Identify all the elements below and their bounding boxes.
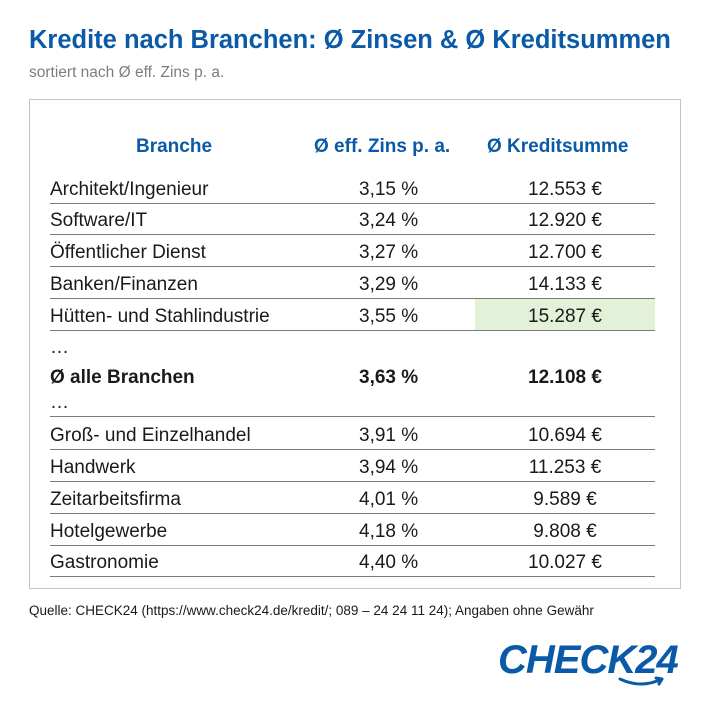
- table-frame: [29, 99, 681, 589]
- zins-cell: 3,24 %: [359, 210, 419, 231]
- kreditsumme-cell: 12.700 €: [528, 242, 602, 263]
- kreditsumme-cell: 9.589 €: [533, 489, 597, 510]
- branche-cell: Hotelgewerbe: [50, 521, 168, 542]
- table-row: Hütten- und Stahlindustrie 3,55 % 15.287…: [50, 299, 655, 331]
- kreditsumme-cell: 11.253 €: [528, 457, 602, 478]
- logo-swoosh-icon: [618, 676, 664, 686]
- kreditsumme-cell: 12.920 €: [528, 210, 602, 231]
- kreditsumme-cell-highlighted: 15.287 €: [528, 306, 602, 327]
- kreditsumme-cell: 9.808 €: [533, 521, 597, 542]
- table-row: Groß- und Einzelhandel 3,91 % 10.694 €: [50, 418, 655, 450]
- branche-cell: Öffentlicher Dienst: [50, 242, 206, 263]
- table-row-ellipsis: …: [50, 330, 655, 361]
- column-header-zins: Ø eff. Zins p. a.: [314, 136, 451, 157]
- table-row: Gastronomie 4,40 % 10.027 €: [50, 545, 655, 577]
- zins-cell: 3,94 %: [359, 457, 419, 478]
- branche-cell: Gastronomie: [50, 552, 159, 573]
- ellipsis-cell: …: [50, 337, 69, 358]
- zins-cell: 3,55 %: [359, 306, 419, 327]
- ellipsis-cell: …: [50, 392, 69, 413]
- kreditsumme-cell: 12.108 €: [528, 367, 602, 388]
- zins-cell: 4,40 %: [359, 552, 419, 573]
- branche-cell: Software/IT: [50, 210, 148, 231]
- source-note: Quelle: CHECK24 (https://www.check24.de/…: [29, 603, 594, 618]
- branche-cell: Zeitarbeitsfirma: [50, 489, 181, 510]
- zins-cell: 3,29 %: [359, 274, 419, 295]
- page-title: Kredite nach Branchen: Ø Zinsen & Ø Kred…: [29, 26, 671, 54]
- branche-cell: Hütten- und Stahlindustrie: [50, 306, 270, 327]
- table-row: Hotelgewerbe 4,18 % 9.808 €: [50, 514, 655, 546]
- highlight-cell-background: [475, 299, 655, 330]
- branche-cell: Handwerk: [50, 457, 136, 478]
- table-row: Handwerk 3,94 % 11.253 €: [50, 450, 655, 482]
- kreditsumme-cell: 10.694 €: [528, 425, 602, 446]
- page-subtitle: sortiert nach Ø eff. Zins p. a.: [29, 64, 225, 81]
- kreditsumme-cell: 14.133 €: [528, 274, 602, 295]
- logo-text: CHECK24: [498, 638, 679, 682]
- zins-cell: 4,18 %: [359, 521, 419, 542]
- table-row-average: Ø alle Branchen 3,63 % 12.108 €: [50, 360, 655, 391]
- branche-cell: Groß- und Einzelhandel: [50, 425, 251, 446]
- zins-cell: 3,91 %: [359, 425, 419, 446]
- table-row: Banken/Finanzen 3,29 % 14.133 €: [50, 267, 655, 299]
- zins-cell: 4,01 %: [359, 489, 419, 510]
- column-header-branche: Branche: [136, 136, 213, 157]
- table-row: Öffentlicher Dienst 3,27 % 12.700 €: [50, 235, 655, 267]
- table-row: Architekt/Ingenieur 3,15 % 12.553 €: [50, 172, 655, 204]
- zins-cell: 3,15 %: [359, 179, 419, 200]
- branche-cell: Architekt/Ingenieur: [50, 179, 209, 200]
- check24-logo: CHECK24: [498, 636, 679, 692]
- branche-cell: Banken/Finanzen: [50, 274, 198, 295]
- kreditsumme-cell: 10.027 €: [528, 552, 602, 573]
- table-row-ellipsis: …: [50, 385, 655, 417]
- column-header-kreditsumme: Ø Kreditsumme: [487, 136, 629, 157]
- table-row: Software/IT 3,24 % 12.920 €: [50, 203, 655, 235]
- table-row: Zeitarbeitsfirma 4,01 % 9.589 €: [50, 482, 655, 514]
- zins-cell: 3,63 %: [359, 367, 419, 388]
- branche-cell: Ø alle Branchen: [50, 367, 195, 388]
- kreditsumme-cell: 12.553 €: [528, 179, 602, 200]
- zins-cell: 3,27 %: [359, 242, 419, 263]
